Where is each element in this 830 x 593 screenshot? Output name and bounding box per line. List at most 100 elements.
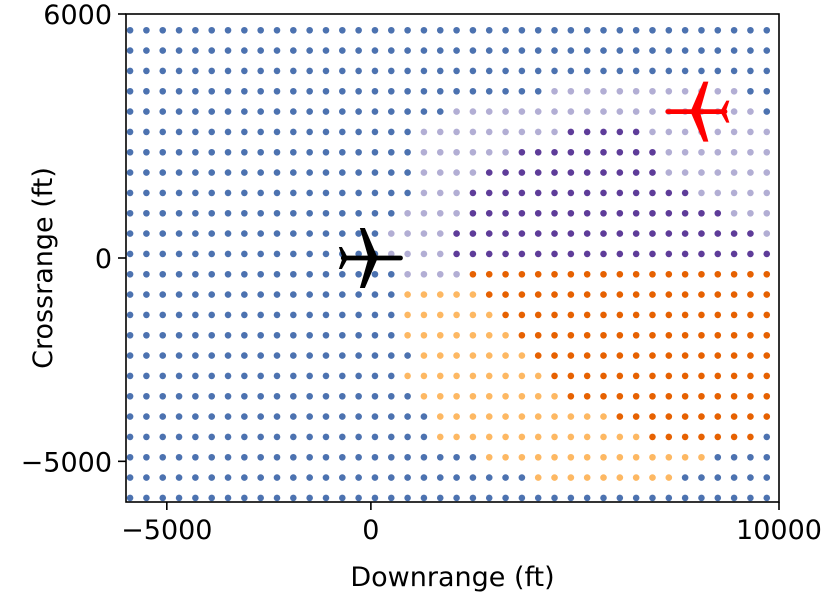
data-point-lavender (436, 209, 444, 217)
data-point-blue (241, 26, 248, 34)
data-point-light-orange (469, 311, 477, 319)
data-point-blue (371, 209, 379, 217)
data-point-blue (534, 67, 542, 75)
data-point-purple (600, 148, 607, 156)
data-point-light-orange (485, 392, 493, 400)
data-point-blue (241, 474, 248, 481)
data-point-blue (420, 47, 428, 54)
data-point-orange (763, 291, 771, 298)
data-point-blue (632, 494, 640, 502)
data-point-blue (747, 474, 754, 481)
data-point-purple (534, 250, 542, 258)
data-point-purple (534, 209, 542, 217)
data-point-lavender (600, 87, 607, 95)
data-point-blue (175, 169, 183, 176)
data-point-lavender (763, 209, 771, 217)
data-point-blue (355, 453, 362, 461)
data-point-blue (518, 474, 526, 481)
data-point-blue (714, 67, 722, 75)
data-point-blue (600, 26, 607, 34)
data-point-blue (420, 413, 428, 420)
data-point-light-orange (551, 433, 558, 441)
data-point-orange (600, 392, 607, 400)
data-point-blue (159, 270, 167, 278)
data-point-blue (175, 372, 183, 380)
data-point-blue (322, 453, 330, 461)
data-point-blue (763, 494, 771, 502)
data-point-blue (126, 474, 134, 481)
data-point-orange (649, 433, 656, 441)
data-point-purple (616, 169, 624, 176)
data-point-orange (763, 311, 771, 319)
data-point-blue (763, 474, 771, 481)
data-point-blue (257, 128, 264, 136)
data-point-orange (681, 392, 689, 400)
data-point-light-orange (534, 433, 542, 441)
data-point-blue (159, 474, 167, 481)
data-point-blue (306, 311, 313, 319)
data-point-orange (583, 352, 591, 359)
data-point-blue (355, 169, 362, 176)
data-point-blue (339, 270, 346, 278)
data-point-blue (257, 189, 264, 197)
data-point-blue (355, 209, 362, 217)
data-point-blue (257, 494, 264, 502)
data-point-purple (485, 230, 493, 237)
data-point-orange (534, 291, 542, 298)
data-point-orange (698, 352, 705, 359)
data-point-blue (306, 331, 313, 339)
data-point-blue (208, 331, 216, 339)
data-point-blue (404, 87, 411, 95)
data-point-purple (551, 250, 558, 258)
data-point-purple (665, 230, 673, 237)
data-point-light-orange (567, 474, 575, 481)
data-point-lavender (420, 148, 428, 156)
data-point-blue (371, 148, 379, 156)
data-point-orange (665, 372, 673, 380)
data-point-blue (126, 413, 134, 420)
data-point-purple (583, 230, 591, 237)
data-point-blue (273, 291, 281, 298)
data-point-light-orange (485, 311, 493, 319)
data-point-lavender (453, 128, 460, 136)
data-point-blue (420, 67, 428, 75)
data-point-blue (355, 433, 362, 441)
data-point-blue (355, 47, 362, 54)
data-point-blue (763, 433, 771, 441)
data-point-blue (273, 148, 281, 156)
data-point-blue (387, 311, 395, 319)
data-point-blue (159, 331, 167, 339)
data-point-blue (698, 474, 705, 481)
data-point-orange (616, 270, 624, 278)
data-point-lavender (681, 87, 689, 95)
data-point-blue (420, 108, 428, 115)
data-point-blue (502, 494, 509, 502)
data-point-blue (306, 352, 313, 359)
data-point-blue (273, 494, 281, 502)
data-point-blue (387, 453, 395, 461)
data-point-blue (632, 67, 640, 75)
data-point-light-orange (649, 474, 656, 481)
data-point-blue (355, 250, 362, 258)
data-point-lavender (730, 108, 738, 115)
data-point-blue (175, 87, 183, 95)
data-point-blue (257, 209, 264, 217)
data-point-blue (224, 311, 232, 319)
data-point-blue (224, 148, 232, 156)
data-point-blue (175, 250, 183, 258)
data-point-blue (126, 67, 134, 75)
data-point-blue (339, 392, 346, 400)
data-point-purple (551, 189, 558, 197)
data-point-lavender (436, 250, 444, 258)
data-point-blue (241, 494, 248, 502)
data-point-blue (273, 474, 281, 481)
data-point-light-orange (485, 331, 493, 339)
data-point-orange (681, 413, 689, 420)
data-point-lavender (698, 169, 705, 176)
data-point-purple (485, 250, 493, 258)
data-point-orange (616, 331, 624, 339)
data-point-blue (290, 494, 297, 502)
data-point-blue (175, 453, 183, 461)
data-point-blue (404, 352, 411, 359)
data-point-light-orange (453, 352, 460, 359)
